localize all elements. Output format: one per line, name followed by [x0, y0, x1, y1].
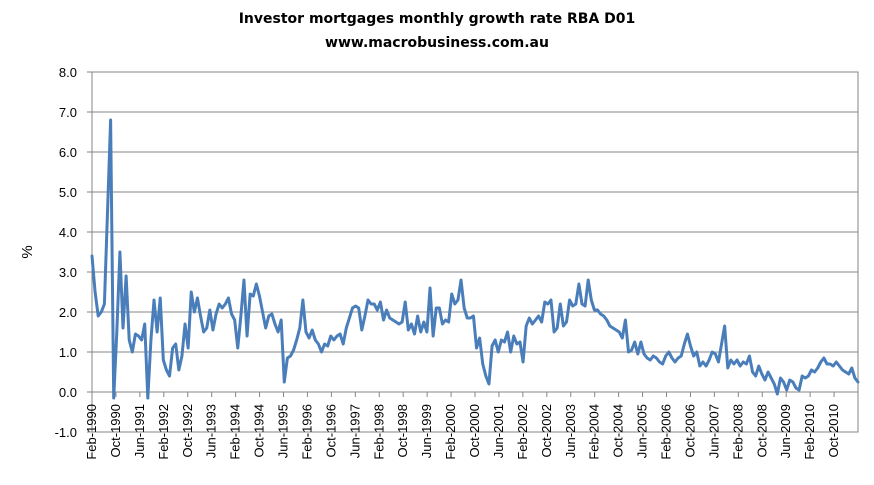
y-tick-label: 6.0 — [59, 145, 77, 160]
x-tick-label: Oct-2006 — [682, 404, 697, 457]
y-axis: 8.0 7.0 6.0 5.0 4.0 3.0 2.0 1.0 0.0 -1.0 — [55, 65, 92, 440]
x-tick-label: Oct-2008 — [754, 404, 769, 457]
y-tick-label: 3.0 — [59, 265, 77, 280]
x-tick-label: Feb-2008 — [730, 404, 745, 460]
series — [90, 118, 860, 400]
x-tick-label: Oct-2004 — [611, 404, 626, 457]
x-tick-label: Jun-2007 — [706, 404, 721, 458]
x-tick-label: Oct-1998 — [395, 404, 410, 457]
x-tick-label: Jun-2003 — [563, 404, 578, 458]
x-tick-label: Feb-1990 — [84, 404, 99, 460]
series-line — [90, 118, 860, 400]
y-tick-label: 1.0 — [59, 345, 77, 360]
y-tick-label: 8.0 — [59, 65, 77, 80]
chart-subtitle: www.macrobusiness.com.au — [325, 35, 549, 51]
x-tick-label: Feb-2010 — [802, 404, 817, 460]
x-tick-label: Jun-2005 — [635, 404, 650, 458]
x-tick-label: Oct-2000 — [467, 404, 482, 457]
x-tick-label: Jun-2001 — [491, 404, 506, 458]
x-tick-label: Jun-1993 — [204, 404, 219, 458]
x-tick-label: Feb-1992 — [156, 404, 171, 460]
x-axis: Feb-1990 Oct-1990 Jun-1991 Feb-1992 Oct-1992… — [84, 391, 858, 460]
x-tick-label: Oct-1996 — [323, 404, 338, 457]
x-tick-label: Feb-2002 — [515, 404, 530, 460]
plot-area — [91, 71, 859, 433]
x-tick-label: Oct-1990 — [108, 404, 123, 457]
x-tick-label: Feb-2006 — [659, 404, 674, 460]
x-tick-label: Jun-1995 — [276, 404, 291, 458]
x-tick-label: Jun-1997 — [347, 404, 362, 458]
x-tick-label: Oct-1992 — [180, 404, 195, 457]
y-tick-label: 5.0 — [59, 185, 77, 200]
x-tick-label: Feb-1994 — [228, 404, 243, 460]
x-tick-label: Oct-2002 — [539, 404, 554, 457]
y-tick-label: 4.0 — [59, 225, 77, 240]
y-tick-label: 7.0 — [59, 105, 77, 120]
x-tick-label: Oct-1994 — [252, 404, 267, 457]
y-axis-label: % — [19, 245, 36, 258]
y-tick-label: 0.0 — [59, 385, 77, 400]
x-tick-label: Feb-2004 — [587, 404, 602, 460]
y-tick-label: 2.0 — [59, 305, 77, 320]
x-tick-label: Feb-1996 — [299, 404, 314, 460]
x-tick-label: Jun-2009 — [778, 404, 793, 458]
x-tick-label: Jun-1999 — [419, 404, 434, 458]
chart-title: Investor mortgages monthly growth rate R… — [238, 11, 636, 27]
x-tick-label: Feb-1998 — [371, 404, 386, 460]
x-tick-label: Oct-2010 — [826, 404, 841, 457]
x-tick-label: Jun-1991 — [132, 404, 147, 458]
y-tick-label: -1.0 — [55, 425, 77, 440]
gridlines — [92, 71, 858, 433]
x-tick-label: Feb-2000 — [443, 404, 458, 460]
